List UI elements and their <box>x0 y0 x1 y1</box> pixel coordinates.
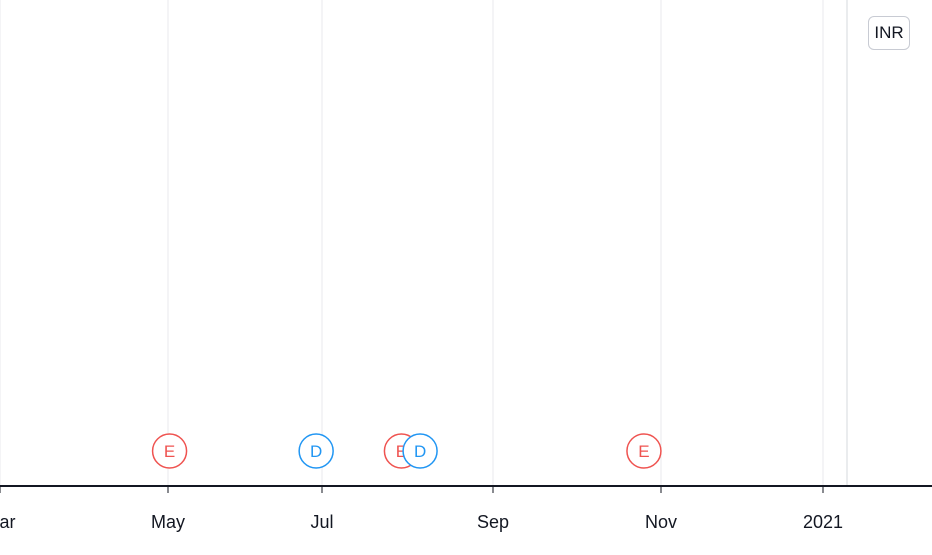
event-marker-label: E <box>164 442 175 461</box>
event-marker-label: D <box>310 442 322 461</box>
currency-button[interactable]: INR <box>868 16 910 50</box>
dividend-marker[interactable] <box>402 433 438 469</box>
event-marker-label: E <box>638 442 649 461</box>
x-tick-label: Nov <box>645 512 677 532</box>
x-tick-label: Jul <box>310 512 333 532</box>
x-tick-label: 2021 <box>803 512 843 532</box>
x-tick-label: May <box>151 512 185 532</box>
dividend-marker[interactable] <box>298 433 334 469</box>
earnings-marker[interactable] <box>151 433 188 469</box>
x-tick-label: Mar <box>0 512 16 532</box>
x-tick-label: Sep <box>477 512 509 532</box>
event-marker-label: E <box>396 442 407 461</box>
event-marker-label: D <box>414 442 426 461</box>
earnings-marker[interactable] <box>626 433 662 469</box>
